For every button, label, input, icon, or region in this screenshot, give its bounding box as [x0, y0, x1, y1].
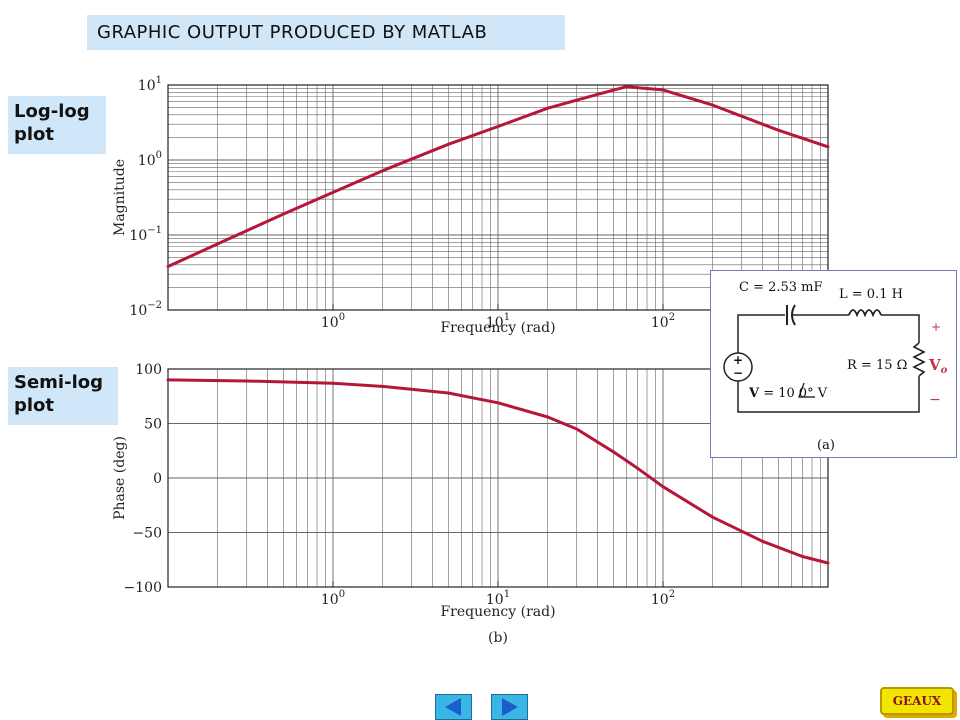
y-tick-label: 10−1 [129, 225, 162, 244]
x-tick-label: 102 [651, 312, 675, 331]
loglog-label: Log-log plot [8, 96, 106, 154]
circuit-schematic: C = 2.53 mF L = 0.1 H + − V = 10 0° V R =… [723, 280, 948, 453]
y-tick-label: 10−2 [129, 300, 162, 319]
x-axis-label: Frequency (rad) [440, 320, 555, 336]
resistor-zigzag [912, 342, 926, 377]
x-tick-label: 101 [486, 589, 510, 608]
voltage-source [723, 352, 753, 382]
y-tick-label: 100 [135, 362, 162, 378]
next-button[interactable] [491, 694, 528, 720]
chart-caption: (b) [488, 630, 508, 646]
y-tick-label: −100 [124, 580, 162, 596]
x-axis-label: Frequency (rad) [440, 604, 555, 620]
source-label: V = 10 0° V [748, 386, 828, 401]
capacitor-label: C = 2.53 mF [739, 280, 823, 295]
output-voltage-label: Vo [928, 356, 948, 376]
output-plus: + [931, 320, 941, 334]
arrow-right-icon [502, 698, 518, 716]
wire [737, 314, 785, 353]
previous-button[interactable] [435, 694, 472, 720]
circuit-caption: (a) [817, 438, 835, 453]
semilog-label: Semi-log plot [8, 367, 118, 425]
y-axis-label: Phase (deg) [112, 436, 128, 520]
series-line [166, 85, 830, 268]
y-tick-label: −50 [132, 526, 162, 542]
x-tick-label: 101 [486, 312, 510, 331]
inductor-coil [848, 309, 882, 318]
series-line [166, 378, 830, 565]
output-minus: − [929, 392, 941, 408]
y-tick-label: 0 [153, 471, 162, 487]
y-tick-label: 100 [138, 150, 162, 169]
phase-chart: 100 101 102 100 50 0 −50 −100 Frequency (rad) Pha… [112, 362, 830, 646]
circuit-diagram: C = 2.53 mF L = 0.1 H + − V = 10 0° V R =… [710, 270, 957, 458]
x-tick-label: 102 [651, 589, 675, 608]
resistor-label: R = 15 Ω [847, 358, 907, 373]
y-axis-label: Magnitude [112, 159, 128, 236]
geaux-button[interactable]: GEAUX [880, 687, 954, 715]
x-tick-label: 100 [321, 589, 345, 608]
inductor-label: L = 0.1 H [839, 287, 903, 302]
page-title: GRAPHIC OUTPUT PRODUCED BY MATLAB [87, 15, 565, 50]
arrow-left-icon [445, 698, 461, 716]
y-tick-label: 101 [138, 75, 162, 94]
x-tick-label: 100 [321, 312, 345, 331]
y-tick-label: 50 [144, 417, 162, 433]
wire [737, 376, 920, 413]
source-plus: + [733, 353, 743, 367]
angle-symbol [798, 382, 815, 398]
source-minus: − [733, 366, 743, 380]
wire [881, 314, 920, 343]
